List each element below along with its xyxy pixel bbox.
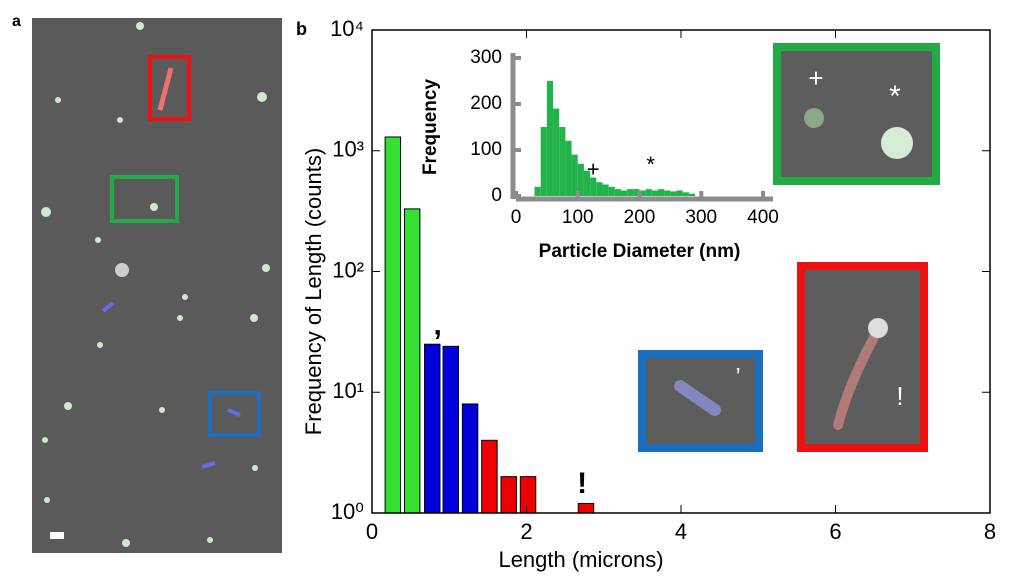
hist-bar	[565, 140, 572, 196]
x-tick-label: 2	[520, 519, 532, 544]
hist-bar	[596, 182, 603, 196]
hist-bar	[534, 186, 541, 196]
hist-bar	[651, 190, 659, 196]
bar	[403, 208, 421, 514]
rod	[157, 67, 174, 111]
main-chart: 0 2 4 6 8 10⁰ 10¹ 10² 10³ 10⁴ Length (microns) Freq…	[301, 16, 996, 572]
hist-bar	[676, 190, 683, 196]
panel-label: a	[12, 13, 21, 30]
bar	[519, 476, 537, 514]
bar	[481, 439, 498, 514]
zoom-red: !	[797, 262, 928, 452]
y-tick-label: 10¹	[332, 378, 364, 403]
hist-bar	[639, 190, 646, 196]
image-annotation: *	[889, 80, 901, 113]
hist-bar	[627, 189, 634, 196]
annotation: !	[577, 467, 587, 500]
panel-label: b	[296, 19, 307, 39]
x-tick-label: 300	[685, 207, 717, 228]
annotation: *	[646, 152, 655, 177]
y-tick-label: 10²	[332, 257, 364, 282]
hist-bar	[658, 189, 665, 196]
hist-bar	[688, 193, 696, 196]
annotation: ,	[433, 308, 441, 341]
frame-red	[148, 55, 191, 121]
zoom-green: + *	[773, 43, 940, 185]
y-tick-label: 200	[470, 93, 502, 114]
hist-bar	[620, 190, 628, 196]
x-tick-label: 8	[984, 519, 996, 544]
y-tick-label: 300	[470, 47, 502, 68]
y-axis-label: Frequency	[420, 79, 441, 176]
micrograph	[32, 18, 282, 553]
hist-bar	[682, 192, 689, 196]
y-tick-label: 10³	[332, 137, 364, 162]
x-tick-label: 200	[624, 207, 656, 228]
annotation: +	[587, 157, 600, 182]
hist-bar	[590, 177, 597, 196]
frame-blue	[208, 391, 261, 437]
x-tick-label: 4	[675, 519, 687, 544]
hist-bar	[553, 108, 560, 196]
x-tick-label: 6	[829, 519, 841, 544]
bar	[461, 403, 479, 514]
hist-bar	[546, 81, 554, 196]
particles	[41, 22, 270, 547]
hist-bar	[602, 184, 609, 196]
image-annotation: !	[896, 381, 903, 411]
y-tick-label: 10⁴	[330, 16, 364, 41]
micrograph-background	[32, 18, 282, 553]
hist-bar	[645, 189, 652, 196]
bar	[424, 343, 441, 514]
hist-bar	[583, 170, 591, 196]
hist-bar	[577, 163, 584, 196]
hist-bar	[540, 127, 547, 196]
bar	[442, 345, 460, 514]
image-annotation: ’	[735, 363, 740, 390]
hist-bar	[559, 127, 566, 196]
rod	[227, 408, 241, 417]
scale-bar	[50, 532, 64, 539]
hist-bar	[670, 191, 677, 196]
bar	[500, 476, 517, 514]
inset-chart: 0 100 200 300 400 0 100 200 300 Particle Diameter…	[420, 47, 779, 262]
hist-bar	[633, 189, 640, 196]
bar	[577, 502, 595, 514]
hist-bar	[664, 190, 671, 196]
x-axis-label: Particle Diameter (nm)	[539, 241, 741, 262]
y-tick-label: 0	[491, 185, 502, 206]
x-tick-label: 0	[511, 207, 522, 228]
x-tick-label: 400	[747, 207, 779, 228]
y-tick-label: 100	[470, 139, 502, 160]
rod	[201, 461, 216, 469]
rod	[101, 301, 115, 313]
y-axis-label: Frequency of Length (counts)	[301, 148, 326, 435]
x-tick-label: 0	[366, 519, 378, 544]
x-axis-label: Length (microns)	[498, 547, 663, 572]
x-tick-label: 100	[562, 207, 594, 228]
y-tick-label: 10⁰	[331, 499, 364, 524]
hist-bar	[608, 186, 615, 196]
image-annotation: +	[808, 63, 823, 93]
hist-bar	[614, 189, 621, 196]
hist-bar	[571, 154, 578, 196]
zoom-blue: ’	[638, 350, 763, 452]
frame-green	[110, 175, 179, 223]
bar	[384, 136, 402, 514]
